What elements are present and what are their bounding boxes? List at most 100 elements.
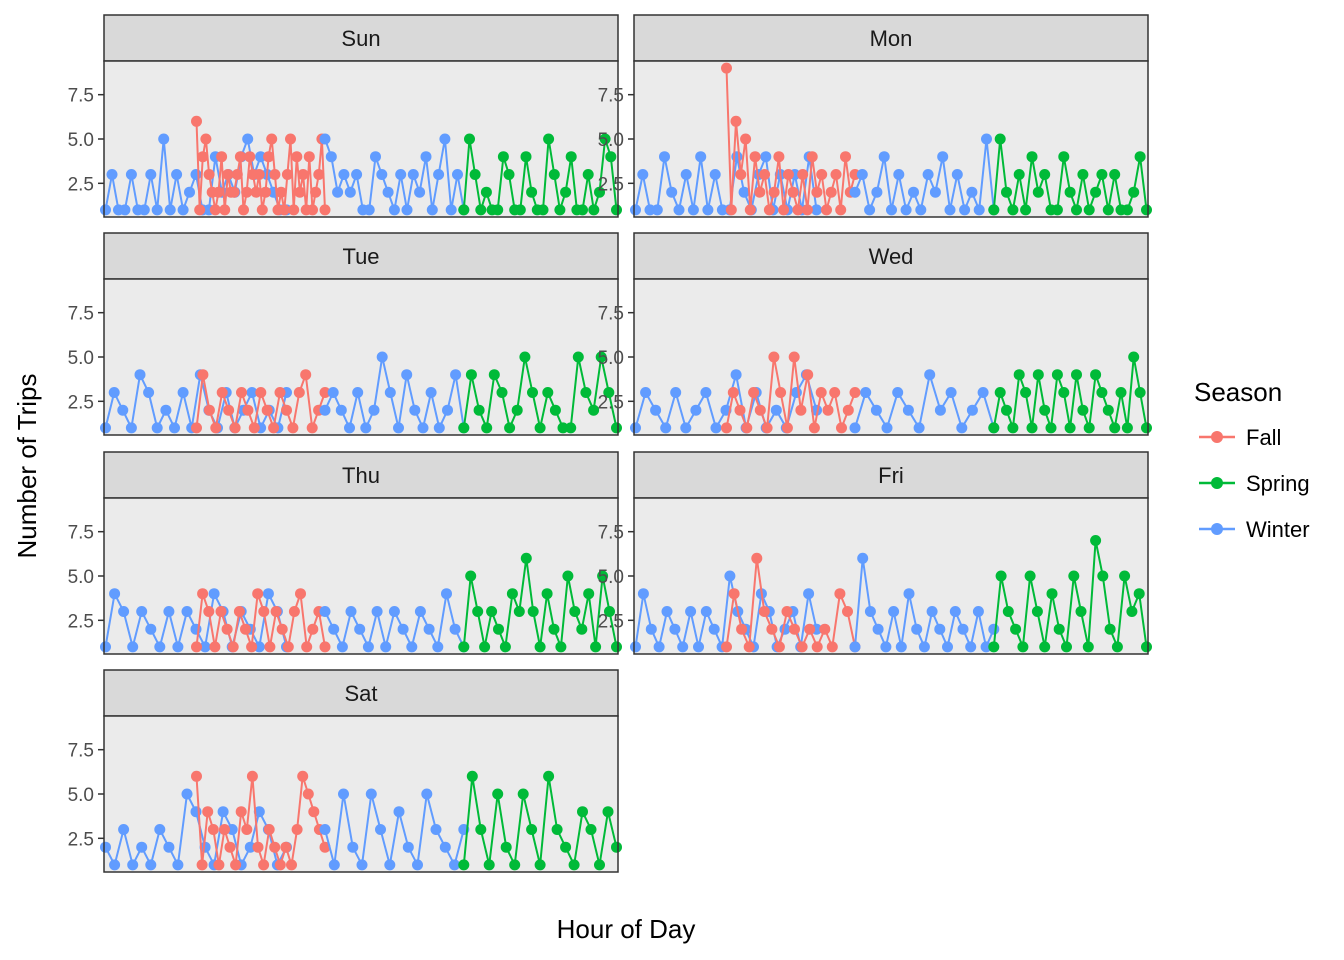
data-point-spring xyxy=(1061,641,1072,653)
data-point-spring xyxy=(511,404,523,416)
data-point-winter xyxy=(653,641,665,653)
data-point-fall xyxy=(319,841,331,853)
data-point-winter xyxy=(640,387,652,398)
y-tick-label: 7.5 xyxy=(68,304,94,325)
data-point-winter xyxy=(660,422,672,434)
data-point-spring xyxy=(1058,387,1070,398)
data-point-spring xyxy=(483,859,495,871)
data-point-fall xyxy=(816,169,828,180)
facet-strip-label: Sat xyxy=(344,681,377,706)
data-point-winter xyxy=(370,151,381,163)
data-point-winter xyxy=(730,369,742,381)
data-point-winter xyxy=(637,169,649,180)
facet-strip xyxy=(633,232,1149,280)
data-point-spring xyxy=(534,422,546,434)
data-point-winter xyxy=(760,151,772,163)
data-point-fall xyxy=(216,387,228,398)
data-point-fall xyxy=(191,115,202,127)
facet-strip xyxy=(633,451,1149,499)
data-point-winter xyxy=(397,623,409,635)
data-point-spring xyxy=(988,422,1000,434)
data-point-spring xyxy=(465,369,477,381)
data-point-winter xyxy=(449,859,460,871)
data-point-winter xyxy=(687,204,699,216)
facet-strip xyxy=(103,232,619,280)
data-point-spring xyxy=(506,588,518,600)
data-point-spring xyxy=(1071,369,1082,381)
data-point-winter xyxy=(319,824,331,835)
data-point-fall xyxy=(219,824,230,835)
data-point-spring xyxy=(1128,186,1140,198)
series-layer xyxy=(630,62,1152,216)
data-point-winter xyxy=(666,186,678,198)
data-point-spring xyxy=(517,788,529,800)
data-point-fall xyxy=(196,859,208,871)
data-point-fall xyxy=(191,770,202,782)
data-point-fall xyxy=(781,422,793,434)
y-tick-label: 7.5 xyxy=(598,523,624,544)
data-point-winter xyxy=(393,806,405,818)
data-point-fall xyxy=(223,404,235,416)
data-point-spring xyxy=(1115,387,1127,398)
data-point-winter xyxy=(109,859,121,871)
data-point-fall xyxy=(297,770,309,782)
data-point-spring xyxy=(582,169,594,180)
data-point-winter xyxy=(393,422,404,434)
data-point-winter xyxy=(677,641,689,653)
data-point-winter xyxy=(439,133,451,145)
data-point-fall xyxy=(751,552,763,564)
facet-strip-label: Thu xyxy=(342,463,380,488)
data-point-fall xyxy=(834,588,846,600)
y-tick-label: 7.5 xyxy=(68,523,94,544)
data-point-winter xyxy=(445,204,457,216)
data-point-spring xyxy=(594,186,605,198)
data-point-winter xyxy=(336,641,348,653)
data-point-winter xyxy=(401,204,413,216)
data-point-winter xyxy=(420,151,432,163)
data-point-spring xyxy=(555,641,567,653)
data-point-fall xyxy=(295,588,306,600)
data-point-spring xyxy=(602,806,614,818)
data-point-winter xyxy=(368,404,380,416)
data-point-spring xyxy=(1096,387,1108,398)
data-point-fall xyxy=(252,841,264,853)
data-point-spring xyxy=(537,204,549,216)
data-point-fall xyxy=(806,151,818,163)
data-point-winter xyxy=(352,387,364,398)
data-point-spring xyxy=(548,623,560,635)
panels-layer: Sun 2.5 5.0 7.5 Mon 2.5 5.0 7.5 Tue 2.5 5.0 7.5 Wed 2… xyxy=(68,14,1152,873)
data-point-fall xyxy=(754,404,766,416)
data-point-fall xyxy=(821,204,832,216)
data-point-winter xyxy=(949,606,961,617)
data-point-fall xyxy=(758,606,770,617)
data-point-spring xyxy=(988,204,1000,216)
data-point-spring xyxy=(611,841,622,853)
data-point-spring xyxy=(492,788,504,800)
data-point-winter xyxy=(172,641,184,653)
data-point-fall xyxy=(207,824,219,835)
data-point-spring xyxy=(458,204,470,216)
data-point-winter xyxy=(430,824,442,835)
data-point-winter xyxy=(973,204,985,216)
data-point-winter xyxy=(125,422,137,434)
data-point-spring xyxy=(458,422,470,434)
data-point-winter xyxy=(700,606,712,617)
data-point-fall xyxy=(313,169,325,180)
data-point-spring xyxy=(1032,186,1044,198)
data-point-winter xyxy=(354,623,366,635)
data-point-winter xyxy=(127,859,139,871)
data-point-winter xyxy=(384,859,396,871)
data-point-winter xyxy=(918,641,930,653)
data-point-winter xyxy=(738,186,750,198)
data-point-winter xyxy=(432,641,444,653)
data-point-fall xyxy=(744,204,756,216)
y-tick-label: 5.0 xyxy=(598,348,624,369)
data-point-fall xyxy=(255,387,267,398)
data-point-spring xyxy=(576,623,588,635)
data-point-winter xyxy=(181,788,193,800)
data-point-spring xyxy=(480,186,492,198)
data-point-winter xyxy=(937,151,949,163)
data-point-spring xyxy=(475,824,487,835)
data-point-fall xyxy=(811,186,823,198)
y-tick-label: 5.0 xyxy=(68,567,94,588)
